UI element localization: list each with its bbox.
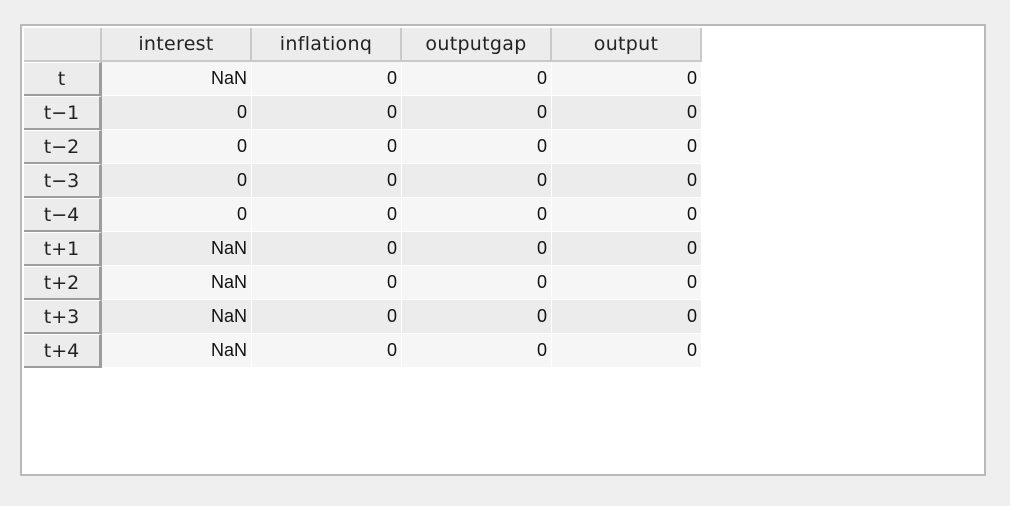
table-cell[interactable]: 0 [102,130,252,164]
table-cell[interactable]: 0 [552,96,702,130]
table-cell[interactable]: 0 [552,334,702,368]
table-cell[interactable]: 0 [402,232,552,266]
table-cell[interactable]: 0 [252,130,402,164]
table-cell[interactable]: 0 [252,266,402,300]
table-cell[interactable]: 0 [402,334,552,368]
table-cell[interactable]: NaN [102,232,252,266]
table-row: t NaN 0 0 0 [24,62,702,96]
row-header[interactable]: t [24,62,102,96]
table-row: t−4 0 0 0 0 [24,198,702,232]
table-cell[interactable]: 0 [402,130,552,164]
row-header[interactable]: t+2 [24,266,102,300]
table-cell[interactable]: 0 [402,164,552,198]
column-header-interest[interactable]: interest [102,28,252,62]
table-cell[interactable]: 0 [252,164,402,198]
table-cell[interactable]: 0 [402,198,552,232]
table-cell[interactable]: 0 [252,62,402,96]
row-header[interactable]: t−3 [24,164,102,198]
row-header[interactable]: t+1 [24,232,102,266]
table-row: t+3 NaN 0 0 0 [24,300,702,334]
table-cell[interactable]: 0 [552,232,702,266]
corner-cell [24,28,102,62]
table-cell[interactable]: 0 [552,300,702,334]
table-row: t+2 NaN 0 0 0 [24,266,702,300]
table-cell[interactable]: 0 [252,232,402,266]
table-row: t−2 0 0 0 0 [24,130,702,164]
table-cell[interactable]: 0 [252,300,402,334]
header-row: interest inflationq outputgap output [24,28,702,62]
table-panel: interest inflationq outputgap output t N… [20,24,986,476]
table-cell[interactable]: NaN [102,62,252,96]
row-header[interactable]: t−2 [24,130,102,164]
table-cell[interactable]: NaN [102,334,252,368]
table-cell[interactable]: 0 [402,96,552,130]
table-cell[interactable]: 0 [552,266,702,300]
table-cell[interactable]: 0 [402,300,552,334]
table-cell[interactable]: 0 [102,164,252,198]
table-cell[interactable]: 0 [102,96,252,130]
table-cell[interactable]: 0 [102,198,252,232]
table-cell[interactable]: NaN [102,300,252,334]
table-cell[interactable]: 0 [552,198,702,232]
column-header-outputgap[interactable]: outputgap [402,28,552,62]
table-cell[interactable]: 0 [552,62,702,96]
data-table: interest inflationq outputgap output t N… [24,28,702,368]
table-cell[interactable]: 0 [402,62,552,96]
table-row: t−3 0 0 0 0 [24,164,702,198]
table-cell[interactable]: 0 [552,164,702,198]
column-header-inflationq[interactable]: inflationq [252,28,402,62]
table-cell[interactable]: 0 [402,266,552,300]
table-cell[interactable]: 0 [552,130,702,164]
table-row: t+4 NaN 0 0 0 [24,334,702,368]
row-header[interactable]: t+3 [24,300,102,334]
row-header[interactable]: t+4 [24,334,102,368]
table-cell[interactable]: NaN [102,266,252,300]
table-cell[interactable]: 0 [252,96,402,130]
column-header-output[interactable]: output [552,28,702,62]
table-cell[interactable]: 0 [252,334,402,368]
table-row: t+1 NaN 0 0 0 [24,232,702,266]
row-header[interactable]: t−1 [24,96,102,130]
row-header[interactable]: t−4 [24,198,102,232]
table-row: t−1 0 0 0 0 [24,96,702,130]
table-cell[interactable]: 0 [252,198,402,232]
